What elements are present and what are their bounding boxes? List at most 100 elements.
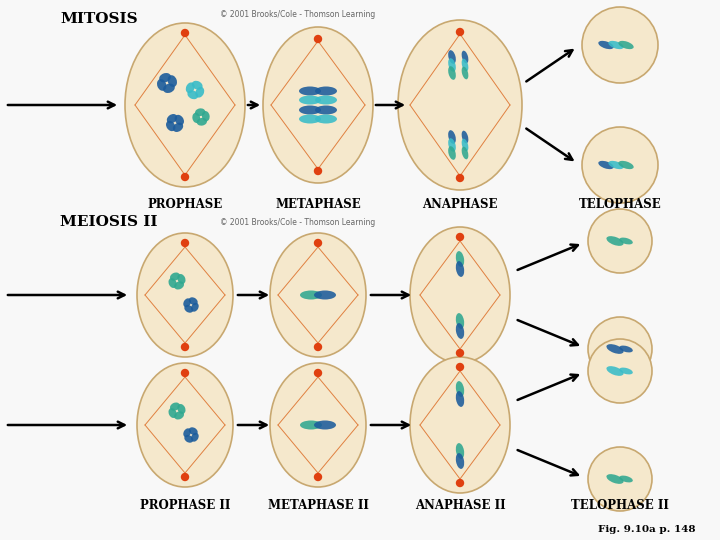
Text: TELOPHASE: TELOPHASE [579,198,662,211]
Ellipse shape [174,281,184,289]
Ellipse shape [619,476,633,482]
Text: TELOPHASE II: TELOPHASE II [571,499,669,512]
Text: ANAPHASE II: ANAPHASE II [415,499,505,512]
Ellipse shape [456,381,464,397]
Ellipse shape [184,298,191,307]
Ellipse shape [315,86,337,96]
Ellipse shape [195,109,205,116]
Ellipse shape [588,447,652,511]
Ellipse shape [456,251,464,267]
Ellipse shape [448,66,456,80]
Circle shape [315,343,322,350]
Ellipse shape [606,366,624,376]
Ellipse shape [270,233,366,357]
Ellipse shape [299,86,321,96]
Ellipse shape [184,305,193,313]
Ellipse shape [448,130,456,144]
Ellipse shape [456,323,464,339]
Ellipse shape [456,313,464,329]
Ellipse shape [177,404,186,414]
Ellipse shape [167,114,177,124]
Circle shape [315,167,322,174]
Ellipse shape [168,408,176,418]
Ellipse shape [410,227,510,363]
Ellipse shape [315,96,337,105]
Text: © 2001 Brooks/Cole - Thomson Learning: © 2001 Brooks/Cole - Thomson Learning [220,10,375,19]
Circle shape [315,369,322,376]
Text: Fig. 9.10a p. 148: Fig. 9.10a p. 148 [598,525,695,534]
Ellipse shape [448,146,456,160]
Ellipse shape [462,131,468,143]
Ellipse shape [187,90,198,99]
Ellipse shape [448,58,456,72]
Circle shape [315,36,322,43]
Text: PROPHASE II: PROPHASE II [140,499,230,512]
Ellipse shape [619,238,633,245]
Ellipse shape [170,273,180,281]
Ellipse shape [619,368,633,374]
Ellipse shape [159,73,171,83]
Circle shape [456,233,464,240]
Ellipse shape [192,81,202,90]
Text: ANAPHASE: ANAPHASE [422,198,498,211]
Ellipse shape [191,433,199,442]
Circle shape [315,240,322,246]
Circle shape [181,240,189,246]
Text: METAPHASE II: METAPHASE II [268,499,369,512]
Circle shape [456,363,464,370]
Circle shape [181,343,189,350]
Ellipse shape [137,233,233,357]
Ellipse shape [202,111,210,122]
Ellipse shape [184,428,191,437]
Ellipse shape [462,139,468,151]
Ellipse shape [174,411,184,420]
Ellipse shape [588,209,652,273]
Text: METAPHASE: METAPHASE [275,198,361,211]
Ellipse shape [195,87,204,98]
Ellipse shape [137,363,233,487]
Circle shape [315,474,322,481]
Ellipse shape [456,261,464,277]
Ellipse shape [598,161,613,169]
Ellipse shape [197,118,207,126]
Ellipse shape [456,443,464,459]
Ellipse shape [462,66,468,79]
Ellipse shape [606,474,624,484]
Circle shape [456,349,464,356]
Ellipse shape [456,391,464,407]
Ellipse shape [186,83,194,93]
Text: MITOSIS: MITOSIS [60,12,138,26]
Ellipse shape [456,453,464,469]
Text: © 2001 Brooks/Cole - Thomson Learning: © 2001 Brooks/Cole - Thomson Learning [220,218,375,227]
Circle shape [456,174,464,181]
Ellipse shape [582,7,658,83]
Ellipse shape [177,274,186,284]
Ellipse shape [157,79,166,91]
Circle shape [456,480,464,487]
Ellipse shape [588,339,652,403]
Ellipse shape [166,121,176,131]
Ellipse shape [299,105,321,114]
Ellipse shape [608,161,624,169]
Ellipse shape [410,357,510,493]
Ellipse shape [270,363,366,487]
Circle shape [181,30,189,37]
Circle shape [456,29,464,36]
Ellipse shape [448,138,456,152]
Circle shape [181,369,189,376]
Ellipse shape [170,402,180,411]
Ellipse shape [300,421,322,429]
Ellipse shape [184,435,193,443]
Ellipse shape [606,236,624,246]
Ellipse shape [300,291,322,300]
Circle shape [181,474,189,481]
Ellipse shape [314,291,336,300]
Ellipse shape [168,75,177,87]
Ellipse shape [588,317,652,381]
Ellipse shape [462,147,468,159]
Text: MEIOSIS II: MEIOSIS II [60,215,158,229]
Ellipse shape [606,344,624,354]
Ellipse shape [125,23,245,187]
Ellipse shape [315,105,337,114]
Ellipse shape [175,115,184,125]
